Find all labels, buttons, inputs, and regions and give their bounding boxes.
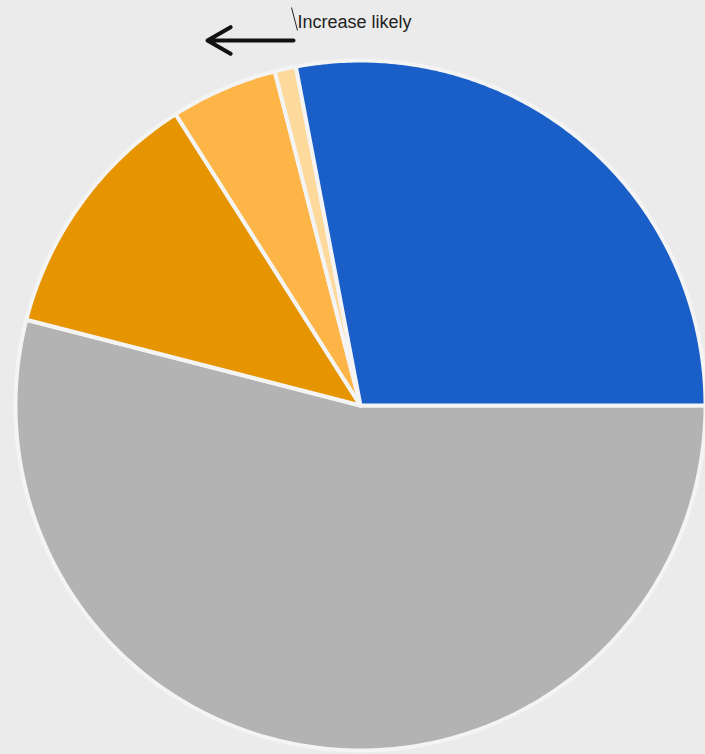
svg-text:Increase likely: Increase likely: [298, 12, 412, 32]
